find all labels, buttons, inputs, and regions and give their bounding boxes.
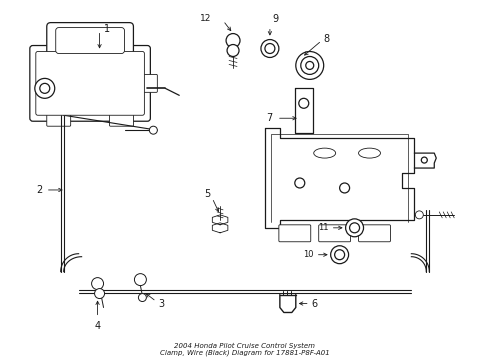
- FancyBboxPatch shape: [47, 23, 133, 58]
- Text: 11: 11: [318, 223, 328, 232]
- Circle shape: [261, 40, 278, 58]
- Circle shape: [334, 250, 344, 260]
- Circle shape: [298, 98, 308, 108]
- Text: 6: 6: [311, 298, 317, 309]
- Circle shape: [40, 84, 50, 93]
- Text: 1: 1: [103, 24, 109, 33]
- Circle shape: [414, 211, 423, 219]
- Circle shape: [294, 178, 304, 188]
- Circle shape: [339, 183, 349, 193]
- Text: 9: 9: [271, 14, 278, 24]
- Circle shape: [94, 289, 104, 298]
- FancyBboxPatch shape: [47, 114, 71, 126]
- Text: 8: 8: [323, 33, 329, 44]
- Text: 4: 4: [94, 321, 101, 332]
- Ellipse shape: [313, 148, 335, 158]
- Circle shape: [91, 278, 103, 289]
- Circle shape: [134, 274, 146, 285]
- Text: 3: 3: [158, 298, 164, 309]
- FancyBboxPatch shape: [318, 225, 350, 242]
- Text: 10: 10: [303, 250, 313, 259]
- FancyBboxPatch shape: [109, 114, 133, 126]
- Circle shape: [300, 57, 318, 75]
- Text: 2004 Honda Pilot Cruise Control System
Clamp, Wire (Black) Diagram for 17881-P8F: 2004 Honda Pilot Cruise Control System C…: [159, 343, 329, 356]
- FancyBboxPatch shape: [36, 51, 144, 115]
- Text: 5: 5: [203, 189, 210, 199]
- Circle shape: [345, 219, 363, 237]
- Circle shape: [330, 246, 348, 264]
- Circle shape: [149, 126, 157, 134]
- FancyBboxPatch shape: [30, 45, 150, 121]
- Circle shape: [226, 45, 239, 57]
- Circle shape: [295, 51, 323, 80]
- Circle shape: [138, 293, 146, 302]
- Circle shape: [225, 33, 240, 48]
- Ellipse shape: [358, 148, 380, 158]
- Text: 12: 12: [199, 14, 211, 23]
- FancyBboxPatch shape: [358, 225, 389, 242]
- Circle shape: [349, 223, 359, 233]
- Circle shape: [264, 44, 274, 54]
- Circle shape: [35, 78, 55, 98]
- FancyBboxPatch shape: [143, 75, 157, 92]
- Text: 7: 7: [266, 113, 272, 123]
- Text: 2: 2: [37, 185, 42, 195]
- FancyBboxPatch shape: [56, 28, 124, 54]
- Circle shape: [421, 157, 427, 163]
- Circle shape: [305, 62, 313, 69]
- FancyBboxPatch shape: [278, 225, 310, 242]
